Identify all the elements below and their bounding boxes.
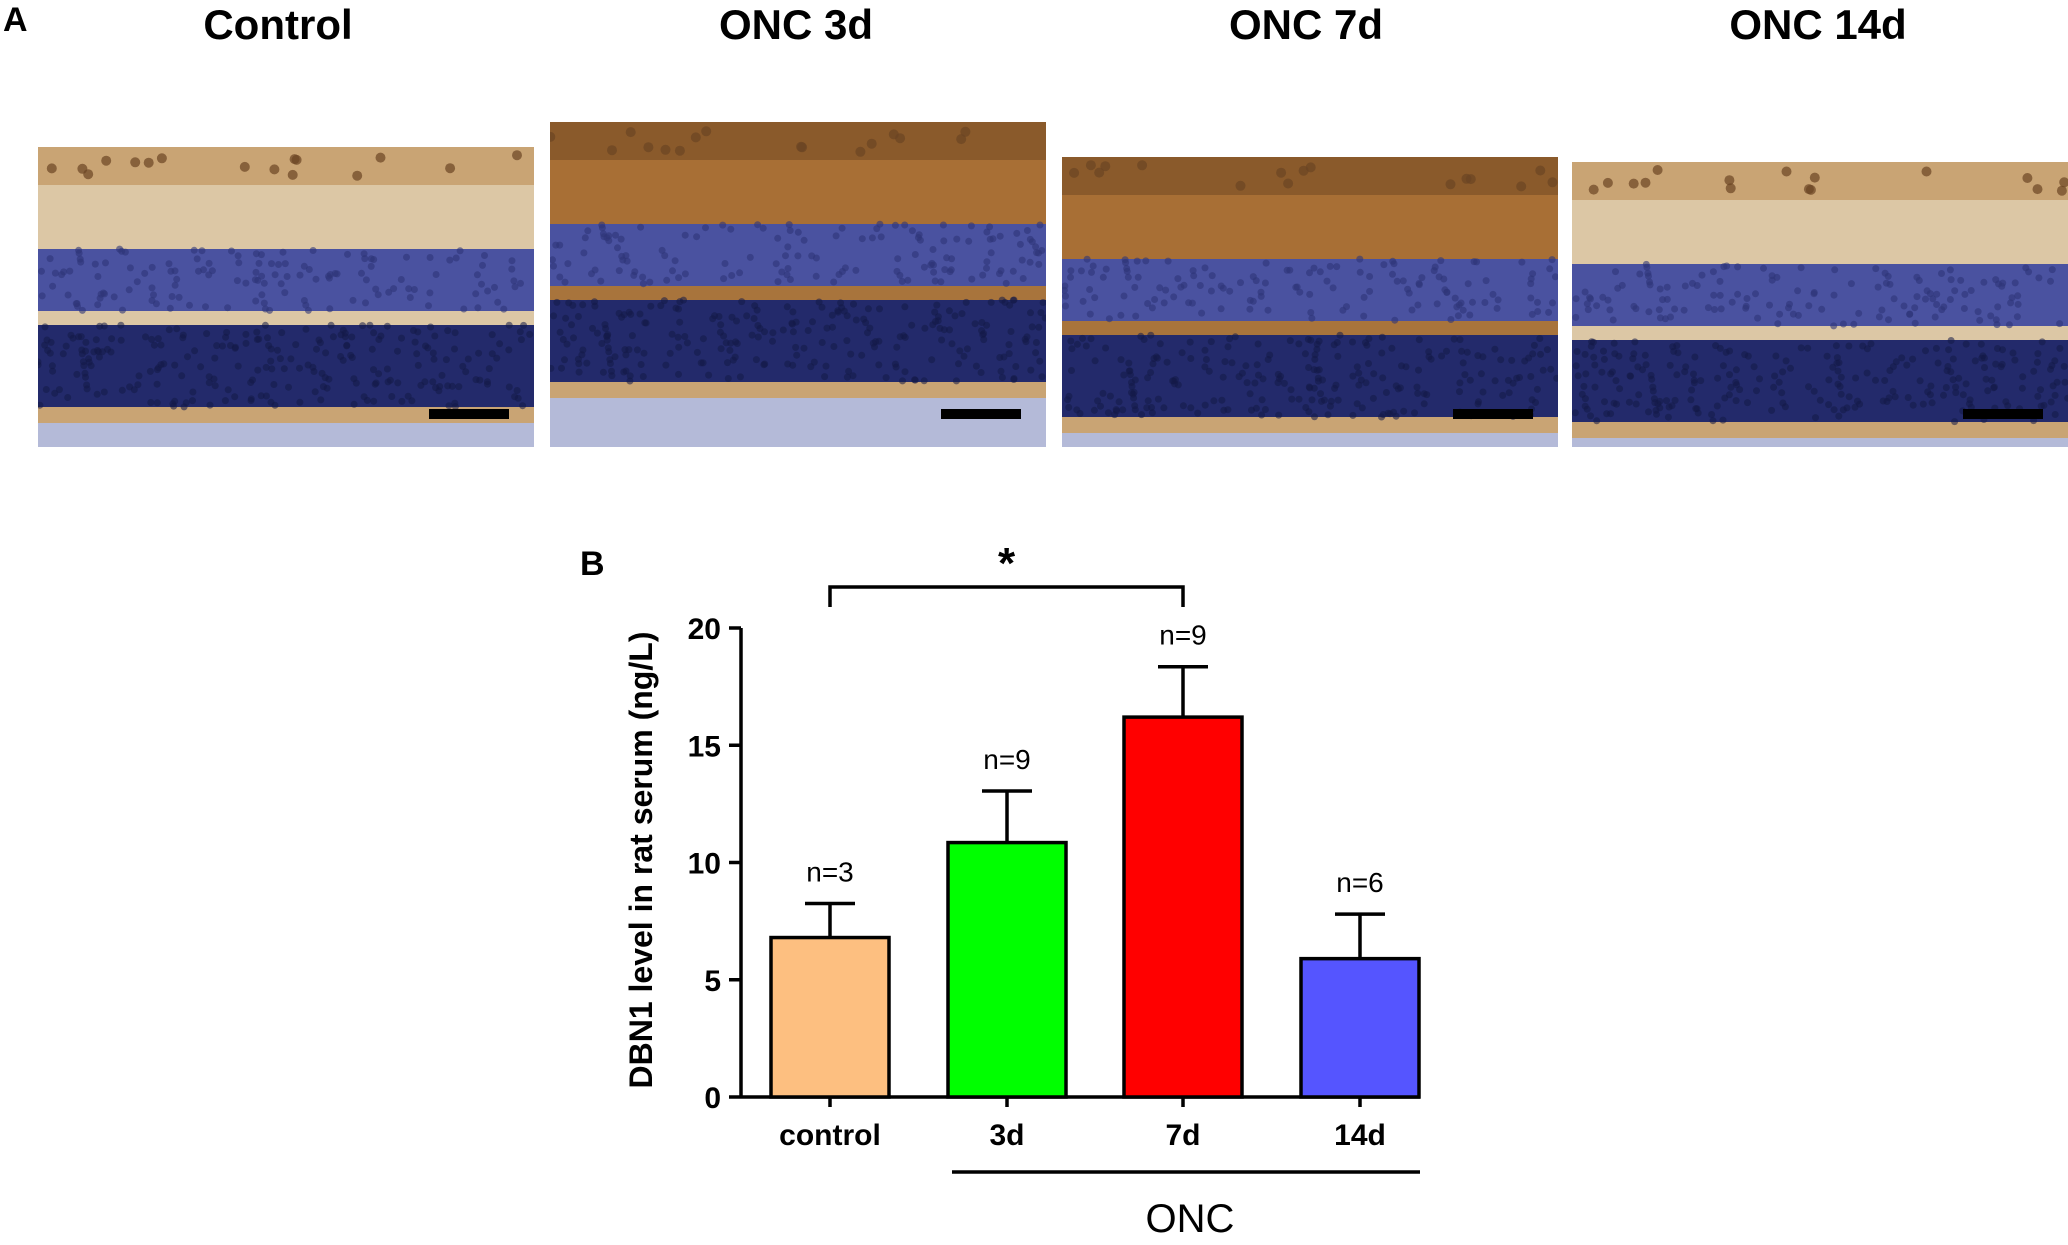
micrograph-title-control: Control xyxy=(203,1,353,48)
micrograph-onc-3d xyxy=(550,72,1046,447)
scale-bar xyxy=(1453,409,1533,419)
micrograph-onc-14d xyxy=(1572,72,2068,447)
group-label: ONC xyxy=(1146,1197,1235,1241)
micrograph-title-onc-14d: ONC 14d xyxy=(1729,1,1907,48)
panel-b-label: B xyxy=(580,545,605,583)
micrograph-control xyxy=(38,72,534,447)
x-tick-label: 14d xyxy=(1334,1119,1386,1152)
n-label: n=6 xyxy=(1336,867,1384,898)
bar-14d xyxy=(1299,956,1421,1099)
x-tick-label: 7d xyxy=(1165,1119,1200,1152)
scale-bar xyxy=(429,409,509,419)
micrograph-onc-14d-image xyxy=(1572,72,2068,447)
n-label: n=9 xyxy=(983,744,1031,775)
scale-bar xyxy=(1963,409,2043,419)
y-tick-label: 15 xyxy=(688,730,721,763)
micrograph-onc-7d xyxy=(1062,72,1558,447)
micrograph-control-image xyxy=(38,72,534,447)
y-tick-label: 10 xyxy=(688,848,721,881)
bar-7d xyxy=(1122,715,1244,1099)
y-tick-label: 0 xyxy=(704,1082,721,1115)
panel-a-label: A xyxy=(3,1,28,39)
y-tick-label: 20 xyxy=(688,613,721,646)
micrograph-title-onc-7d: ONC 7d xyxy=(1228,1,1383,48)
bar-control xyxy=(769,935,891,1099)
bar-3d xyxy=(946,840,1068,1099)
x-tick-label: 3d xyxy=(989,1119,1024,1152)
scale-bar xyxy=(941,409,1021,419)
x-tick-label: control xyxy=(779,1119,881,1152)
y-tick-label: 5 xyxy=(704,965,721,998)
micrograph-onc-3d-image xyxy=(550,72,1046,447)
micrograph-onc-7d-image xyxy=(1062,72,1558,447)
micrograph-title-onc-3d: ONC 3d xyxy=(718,1,873,48)
y-axis-label: DBN1 level in rat serum (ng/L) xyxy=(623,632,659,1089)
n-label: n=9 xyxy=(1159,620,1207,651)
significance-marker: * xyxy=(998,539,1016,588)
n-label: n=3 xyxy=(806,857,854,888)
significance-bracket xyxy=(828,585,1185,607)
